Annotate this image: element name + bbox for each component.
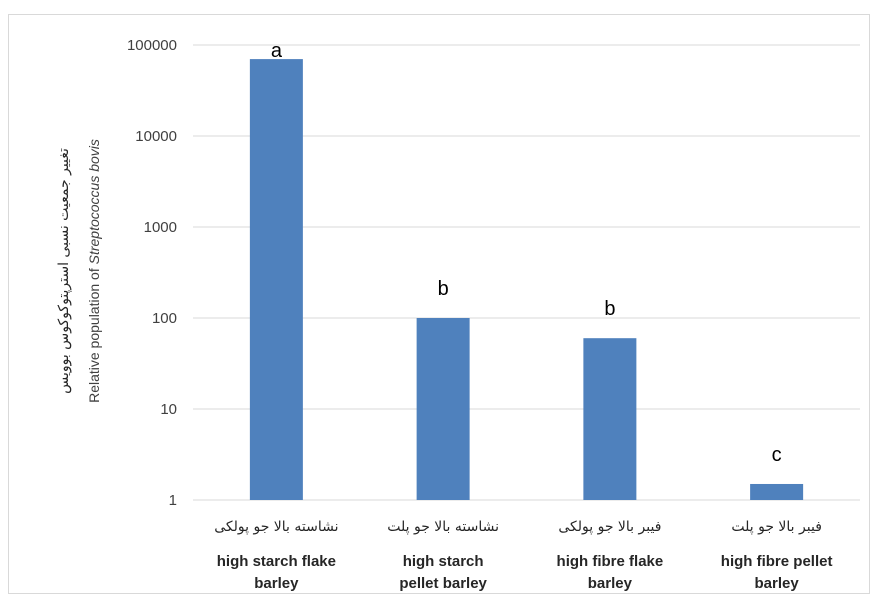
data-label: b <box>604 298 615 320</box>
y-axis-label: تغییر جمعیت نسبی استرپتوکوکوس بوویس Rela… <box>56 139 102 403</box>
category-label-fa: فیبر بالا جو پلت <box>731 519 822 535</box>
y-tick-label: 100 <box>152 310 177 327</box>
bars <box>249 59 804 501</box>
data-label: c <box>772 444 782 466</box>
category-label-en: high starch <box>403 553 484 570</box>
category-label-en: barley <box>755 575 800 592</box>
y-tick-label: 10 <box>160 401 177 418</box>
y-axis-ticks: 1 10 100 1000 10000 100000 <box>127 37 177 509</box>
bar <box>583 338 637 500</box>
y-axis-label-en-prefix: Relative population of <box>86 264 102 403</box>
gridlines <box>193 44 860 501</box>
y-axis-label-en: Relative population of Streptococcus bov… <box>86 139 102 403</box>
y-tick-label: 1 <box>169 492 177 509</box>
category-label-en: pellet barley <box>399 575 487 592</box>
y-axis-label-fa: تغییر جمعیت نسبی استرپتوکوکوس بوویس <box>56 148 72 394</box>
y-tick-label: 1000 <box>144 219 177 236</box>
category-label-en: high starch flake <box>217 553 336 570</box>
category-label-en: high fibre flake <box>557 553 664 570</box>
category-label-en: high fibre pellet <box>721 553 833 570</box>
y-tick-label: 10000 <box>135 128 177 145</box>
category-label-fa: نشاسته بالا جو پولکی <box>214 519 338 535</box>
category-label-en: barley <box>588 575 633 592</box>
bar <box>416 318 470 500</box>
category-labels: نشاسته بالا جو پولکی high starch flake bar… <box>214 519 832 592</box>
data-labels: a b b c <box>271 40 782 466</box>
data-label: a <box>271 40 283 62</box>
category-label-en: barley <box>254 575 299 592</box>
bar <box>249 59 303 501</box>
bar <box>750 483 804 500</box>
category-label-fa: فیبر بالا جو پولکی <box>558 519 661 535</box>
y-tick-label: 100000 <box>127 37 177 54</box>
category-label-fa: نشاسته بالا جو پلت <box>387 519 499 535</box>
data-label: b <box>438 278 449 300</box>
chart-frame <box>8 14 870 594</box>
y-axis-label-en-species: Streptococcus bovis <box>86 139 102 264</box>
